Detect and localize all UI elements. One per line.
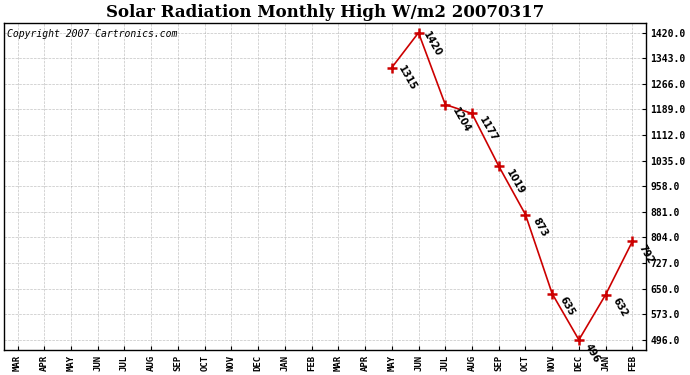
Text: Copyright 2007 Cartronics.com: Copyright 2007 Cartronics.com bbox=[8, 29, 178, 39]
Text: 632: 632 bbox=[611, 296, 630, 319]
Text: 1177: 1177 bbox=[477, 115, 500, 144]
Text: 1019: 1019 bbox=[504, 168, 526, 196]
Title: Solar Radiation Monthly High W/m2 20070317: Solar Radiation Monthly High W/m2 200703… bbox=[106, 4, 544, 21]
Text: 635: 635 bbox=[558, 296, 576, 318]
Text: 1204: 1204 bbox=[451, 106, 473, 135]
Text: 1315: 1315 bbox=[396, 64, 418, 93]
Text: 1420: 1420 bbox=[421, 30, 444, 58]
Text: 496: 496 bbox=[583, 342, 602, 364]
Text: 792: 792 bbox=[636, 243, 655, 266]
Text: 873: 873 bbox=[531, 216, 550, 239]
